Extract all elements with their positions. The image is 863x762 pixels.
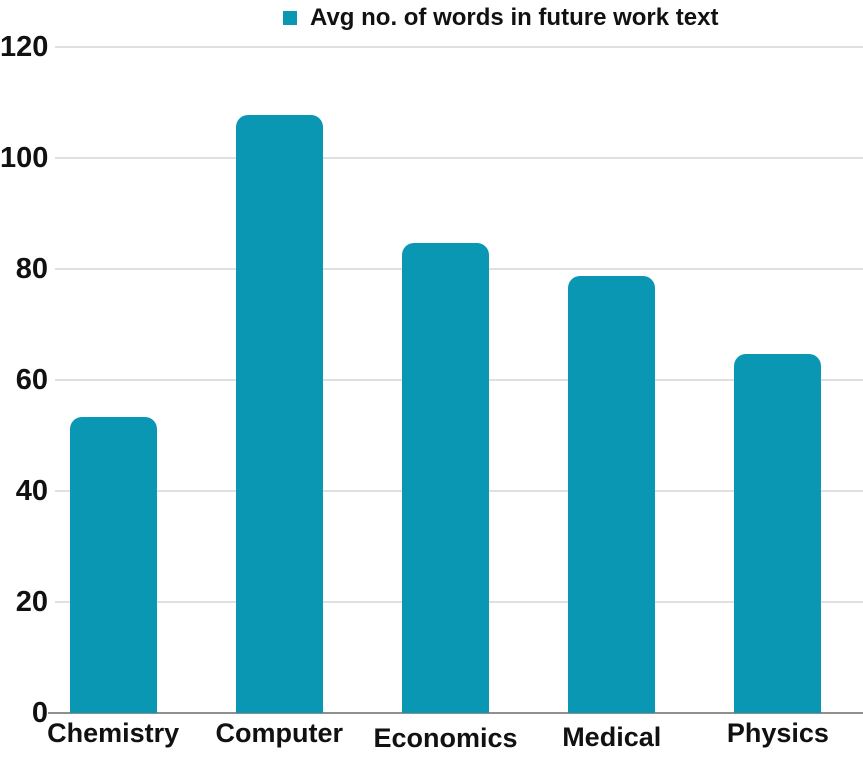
y-axis-tick-label: 100 [0, 142, 49, 174]
gridline [55, 46, 863, 48]
bars [30, 47, 861, 713]
bar-slot [362, 47, 528, 713]
y-axis-tick-label: 40 [15, 475, 48, 507]
x-axis-category-label: Computer [215, 718, 344, 748]
x-axis-category-label: Physics [726, 718, 829, 748]
x-axis-category-label: Chemistry [47, 718, 180, 748]
legend-label: Avg no. of words in future work text [310, 3, 719, 31]
bar-economics [402, 242, 489, 713]
bar-chemistry [69, 417, 157, 713]
x-axis-category-label: Economics [373, 723, 518, 753]
bar-computer [235, 115, 323, 713]
x-axis-category-label: Medical [562, 722, 662, 752]
bar-slot [529, 47, 695, 713]
bar-slot [30, 47, 196, 713]
y-axis-tick-label: 120 [0, 31, 49, 63]
y-axis-tick-label: 80 [15, 253, 48, 285]
legend: Avg no. of words in future work text [283, 2, 718, 34]
bar-medical [568, 276, 656, 713]
bar-physics [734, 353, 822, 713]
bar-slot [196, 47, 362, 713]
x-axis-line [48, 712, 863, 714]
y-axis-tick-label: 60 [15, 364, 48, 396]
y-axis-tick-label: 0 [31, 697, 48, 729]
legend-square-icon [283, 11, 297, 25]
plot-area: 0 20 40 60 80 100 120 [0, 32, 863, 728]
gridline [55, 157, 863, 159]
x-axis: Chemistry Computer Economics Medical Physics [30, 718, 861, 762]
y-axis-tick-label: 20 [15, 586, 48, 618]
bar-slot [695, 47, 861, 713]
